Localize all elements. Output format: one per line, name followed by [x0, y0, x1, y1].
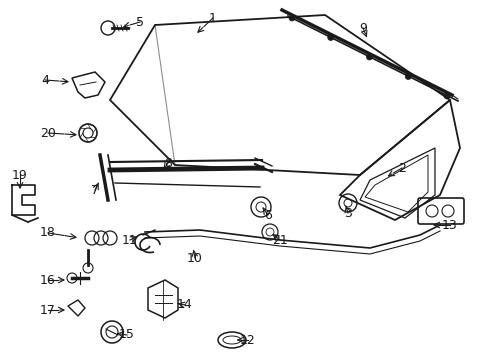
Text: 16: 16	[40, 274, 56, 287]
Text: 21: 21	[271, 234, 287, 247]
Text: 4: 4	[41, 73, 49, 86]
Text: 17: 17	[40, 303, 56, 316]
Text: 2: 2	[397, 162, 405, 175]
Circle shape	[288, 15, 294, 21]
Text: 19: 19	[12, 168, 28, 181]
Text: 10: 10	[187, 252, 203, 265]
Text: 13: 13	[441, 219, 457, 231]
Circle shape	[405, 73, 410, 80]
Text: 5: 5	[136, 15, 143, 28]
Text: 9: 9	[358, 22, 366, 35]
Text: 6: 6	[264, 208, 271, 221]
Text: 12: 12	[240, 333, 255, 346]
Text: 18: 18	[40, 226, 56, 239]
Text: 20: 20	[40, 126, 56, 140]
Circle shape	[327, 35, 333, 41]
Text: 1: 1	[209, 12, 217, 24]
Text: 15: 15	[119, 328, 135, 342]
Text: 8: 8	[163, 157, 172, 170]
Circle shape	[443, 93, 449, 99]
Text: 3: 3	[344, 207, 351, 220]
Text: 7: 7	[91, 184, 99, 197]
Text: 11: 11	[122, 234, 138, 247]
Text: 14: 14	[177, 298, 192, 311]
Circle shape	[366, 54, 372, 60]
